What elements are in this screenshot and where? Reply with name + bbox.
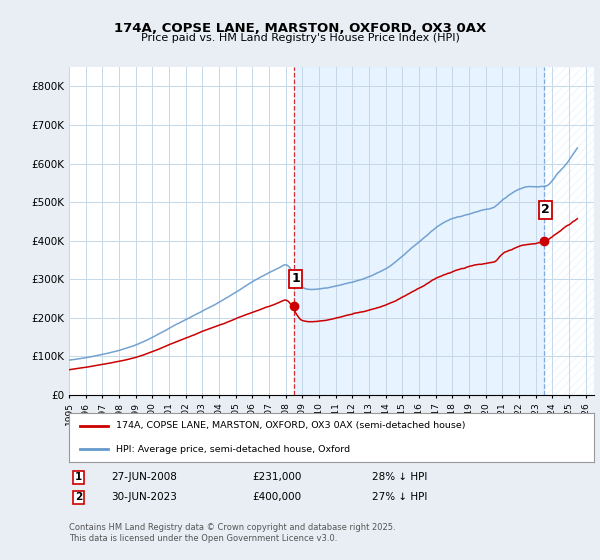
- Text: 2: 2: [75, 492, 82, 502]
- Text: 1: 1: [75, 472, 82, 482]
- Text: HPI: Average price, semi-detached house, Oxford: HPI: Average price, semi-detached house,…: [116, 445, 350, 454]
- Text: 27% ↓ HPI: 27% ↓ HPI: [372, 492, 427, 502]
- Text: £400,000: £400,000: [252, 492, 301, 502]
- Bar: [294, 67, 544, 395]
- Text: 1: 1: [291, 272, 300, 285]
- Text: 2: 2: [541, 203, 550, 216]
- Text: Price paid vs. HM Land Registry's House Price Index (HPI): Price paid vs. HM Land Registry's House …: [140, 33, 460, 43]
- Text: 30-JUN-2023: 30-JUN-2023: [111, 492, 177, 502]
- Text: Contains HM Land Registry data © Crown copyright and database right 2025.: Contains HM Land Registry data © Crown c…: [69, 523, 395, 532]
- Text: 28% ↓ HPI: 28% ↓ HPI: [372, 472, 427, 482]
- Text: 27-JUN-2008: 27-JUN-2008: [111, 472, 177, 482]
- Text: £231,000: £231,000: [252, 472, 301, 482]
- Bar: [544, 67, 594, 395]
- Text: This data is licensed under the Open Government Licence v3.0.: This data is licensed under the Open Gov…: [69, 534, 337, 543]
- Text: 174A, COPSE LANE, MARSTON, OXFORD, OX3 0AX: 174A, COPSE LANE, MARSTON, OXFORD, OX3 0…: [114, 21, 486, 35]
- Text: 174A, COPSE LANE, MARSTON, OXFORD, OX3 0AX (semi-detached house): 174A, COPSE LANE, MARSTON, OXFORD, OX3 0…: [116, 421, 466, 430]
